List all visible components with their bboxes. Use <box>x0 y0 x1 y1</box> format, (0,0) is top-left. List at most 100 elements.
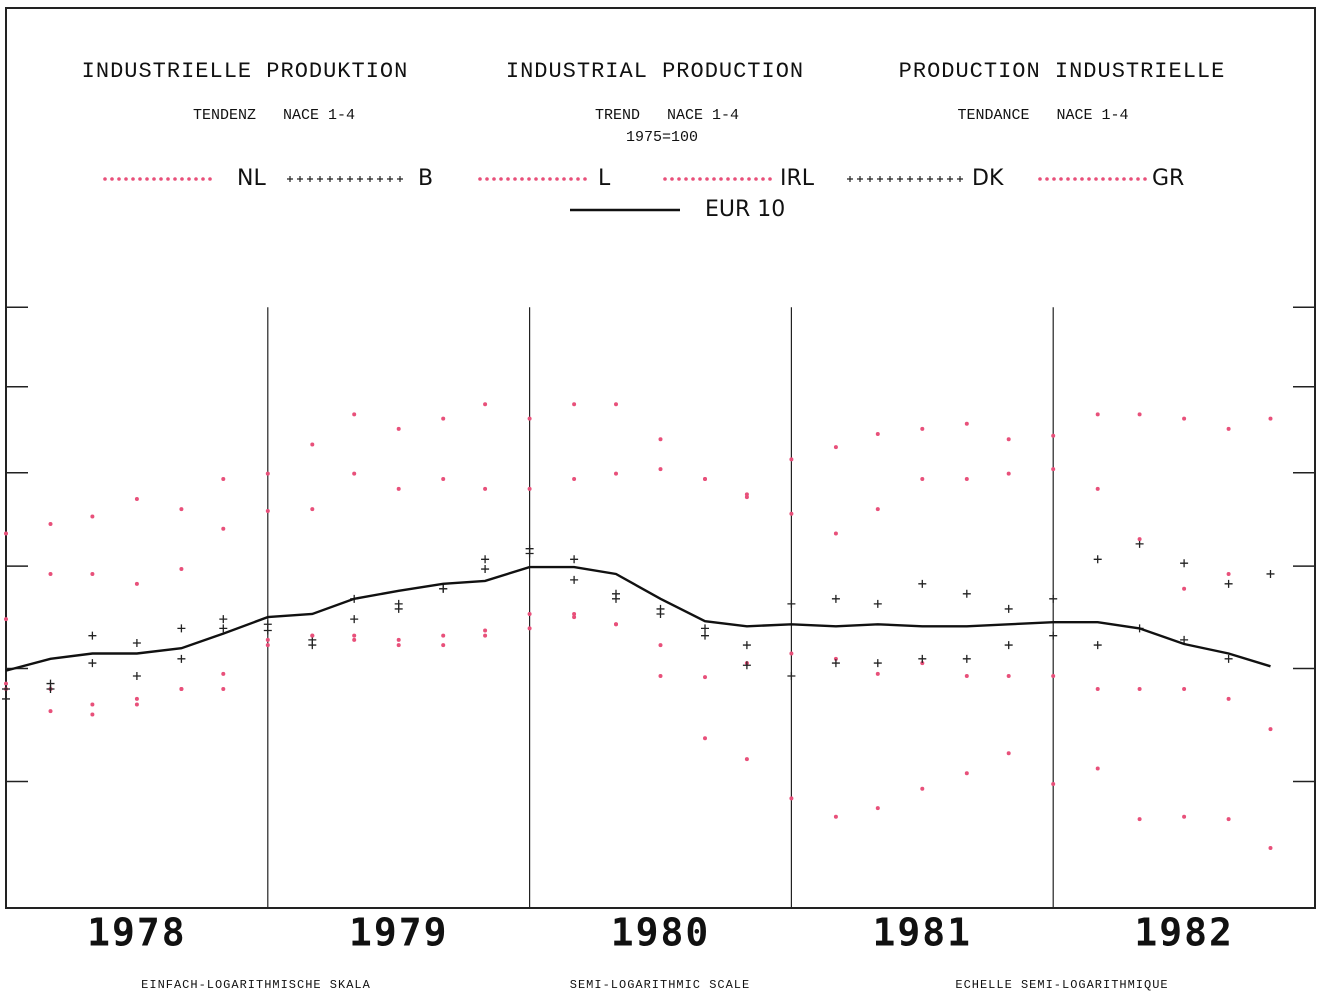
dot-point <box>613 622 618 627</box>
cross-point <box>394 599 403 608</box>
cross-point <box>177 624 186 633</box>
dot-point <box>1182 687 1187 692</box>
dot-point <box>396 486 401 491</box>
subtitle: TENDENZ NACE 1-4 <box>193 107 355 124</box>
dot-point <box>964 771 969 776</box>
legend-swatch <box>103 177 107 181</box>
legend-swatch <box>670 177 674 181</box>
dot-point <box>789 651 794 656</box>
legend-swatch <box>513 177 517 181</box>
dot-point <box>1006 471 1011 476</box>
dot-point <box>613 471 618 476</box>
cross-point <box>701 631 710 640</box>
dot-point <box>658 643 663 648</box>
dot-point <box>964 673 969 678</box>
base-note: 1975=100 <box>626 129 698 146</box>
cross-point <box>2 685 10 694</box>
dot-point <box>1182 814 1187 819</box>
cross-point <box>263 626 272 635</box>
dot-point <box>744 492 749 497</box>
dot-point <box>572 615 577 620</box>
dot-point <box>1137 412 1142 417</box>
legend-swatch <box>1059 177 1063 181</box>
legend-label: NL <box>237 166 266 191</box>
cross-point <box>88 659 97 668</box>
x-tick-label: 1982 <box>1134 911 1234 955</box>
dot-point <box>1226 817 1231 822</box>
dot-point <box>920 786 925 791</box>
dot-point <box>483 633 488 638</box>
legend-swatch <box>847 176 853 182</box>
dot-point <box>833 531 838 536</box>
dot-point <box>833 814 838 819</box>
cross-point <box>481 565 490 574</box>
legend-swatch <box>166 177 170 181</box>
dot-point <box>1051 433 1056 438</box>
dot-point <box>1268 845 1273 850</box>
dot-point <box>1095 766 1100 771</box>
cross-point <box>132 671 141 680</box>
dot-point <box>441 476 446 481</box>
cross-point <box>962 654 971 663</box>
legend-label: L <box>598 166 611 191</box>
dot-point <box>483 402 488 407</box>
legend-swatch <box>583 177 587 181</box>
dot-point <box>134 581 139 586</box>
legend-swatch <box>684 177 688 181</box>
cross-point <box>1180 559 1189 568</box>
dot-point <box>221 476 226 481</box>
dot-point <box>441 643 446 648</box>
legend-swatch <box>761 177 765 181</box>
cross-point <box>918 654 927 663</box>
subtitle: TREND NACE 1-4 <box>595 107 739 124</box>
legend-swatch <box>957 176 963 182</box>
legend-swatch <box>1143 177 1147 181</box>
dot-point <box>658 673 663 678</box>
dot-point <box>310 442 315 447</box>
dot-point <box>265 643 270 648</box>
dot-point <box>310 633 315 638</box>
dot-point <box>90 514 95 519</box>
legend-label: EUR 10 <box>705 197 785 222</box>
cross-point <box>611 594 620 603</box>
dot-point <box>964 476 969 481</box>
legend-swatch <box>897 176 903 182</box>
dot-point <box>352 633 357 638</box>
dot-point <box>572 402 577 407</box>
chart-title: INDUSTRIELLE PRODUKTION <box>82 59 409 84</box>
cross-point <box>1266 569 1275 578</box>
legend-swatch <box>201 177 205 181</box>
legend-swatch <box>110 177 114 181</box>
cross-point <box>1004 604 1013 613</box>
cross-point <box>1093 555 1102 564</box>
dot-point <box>265 471 270 476</box>
cross-point <box>570 575 579 584</box>
cross-point <box>656 610 665 619</box>
legend-swatch <box>555 177 559 181</box>
dot-point <box>90 571 95 576</box>
dot-point <box>396 426 401 431</box>
cross-point <box>1004 641 1013 650</box>
legend-swatch <box>1073 177 1077 181</box>
legend-swatch <box>768 177 772 181</box>
legend-swatch <box>347 176 353 182</box>
dot-point <box>833 656 838 661</box>
dot-point <box>920 426 925 431</box>
cross-point <box>1224 654 1233 663</box>
legend-swatch <box>337 176 343 182</box>
legend-swatch <box>377 176 383 182</box>
dot-point <box>744 757 749 762</box>
legend-swatch <box>327 176 333 182</box>
dot-point <box>483 486 488 491</box>
dot-point <box>1095 412 1100 417</box>
legend-label: GR <box>1152 166 1184 191</box>
legend-swatch <box>740 177 744 181</box>
cross-point <box>88 631 97 640</box>
legend-swatch <box>947 176 953 182</box>
legend-swatch <box>534 177 538 181</box>
cross-point <box>831 659 840 668</box>
cross-point <box>219 624 228 633</box>
dot-point <box>221 526 226 531</box>
legend-swatch <box>194 177 198 181</box>
legend-swatch <box>159 177 163 181</box>
